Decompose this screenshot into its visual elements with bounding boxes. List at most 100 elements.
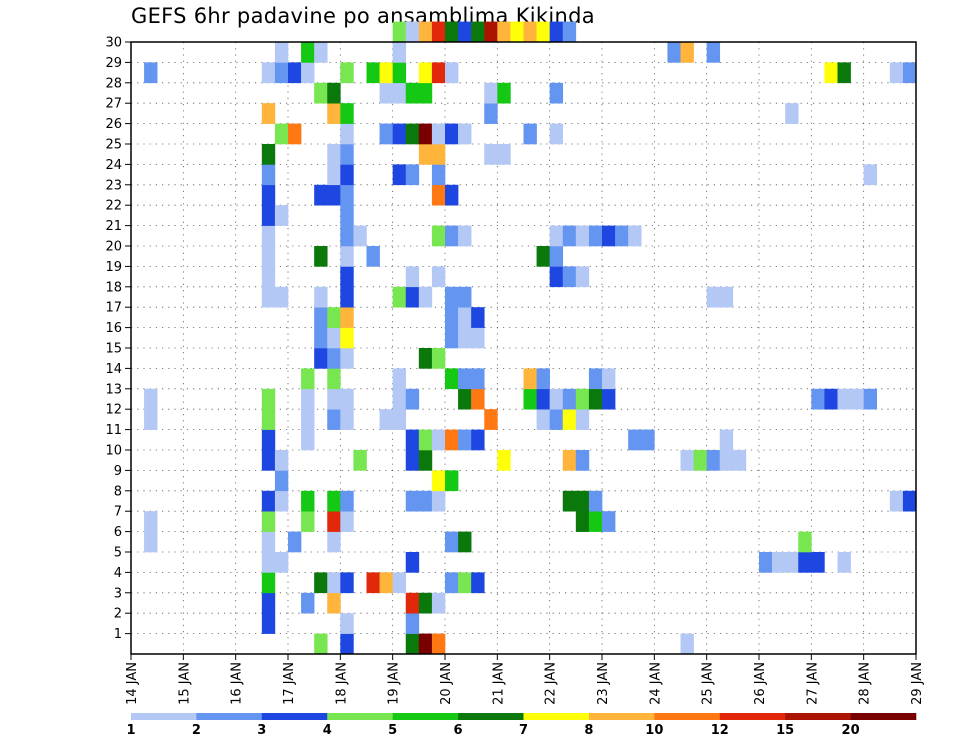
heatmap-cell	[458, 21, 472, 43]
y-tick-label: 10	[105, 444, 122, 459]
heatmap-cell	[431, 348, 446, 369]
heatmap-cell	[327, 592, 341, 614]
heatmap-cell	[327, 388, 341, 410]
heatmap-cell	[536, 368, 550, 390]
heatmap-cell	[628, 429, 642, 451]
heatmap-cell	[327, 164, 341, 186]
heatmap-cell	[418, 633, 433, 655]
heatmap-cell	[301, 490, 315, 512]
y-tick-label: 4	[114, 566, 122, 581]
heatmap-cell	[261, 62, 276, 84]
heatmap-cell	[431, 429, 446, 451]
heatmap-cell	[379, 62, 393, 84]
heatmap-cell	[274, 552, 289, 573]
heatmap-cell	[405, 450, 420, 471]
y-tick-label: 17	[105, 301, 122, 316]
heatmap-cell	[261, 450, 276, 471]
heatmap-cell	[680, 450, 694, 471]
heatmap-cell	[445, 327, 459, 349]
colorbar-swatch	[131, 713, 197, 720]
heatmap-cell	[431, 633, 446, 655]
heatmap-cell	[641, 429, 655, 451]
heatmap-cell	[471, 327, 485, 349]
heatmap-cell	[706, 286, 721, 308]
heatmap-cell	[602, 511, 616, 532]
x-tick-label: 14 JAN	[125, 662, 140, 705]
heatmap-cell	[261, 613, 276, 634]
heatmap-cell	[445, 531, 459, 553]
heatmap-cell	[523, 123, 537, 145]
heatmap-cell	[418, 21, 433, 43]
heatmap-cell	[392, 409, 407, 430]
colorbar-swatch	[785, 713, 851, 720]
heatmap-cell	[588, 225, 603, 247]
heatmap-cell	[431, 123, 446, 145]
heatmap-cell	[536, 409, 550, 430]
heatmap-cell	[327, 82, 341, 104]
heatmap-cell	[340, 613, 354, 634]
heatmap-cell	[889, 490, 904, 512]
y-tick-label: 6	[114, 525, 122, 540]
y-tick-label: 27	[105, 97, 122, 112]
colorbar-label: 4	[323, 723, 332, 738]
heatmap-cell	[340, 286, 354, 308]
heatmap-cell	[301, 62, 315, 84]
heatmap-cell	[405, 164, 420, 186]
heatmap-cell	[405, 388, 420, 410]
heatmap-cell	[392, 62, 407, 84]
heatmap-cell	[536, 388, 550, 410]
heatmap-cell	[562, 450, 577, 471]
heatmap-cell	[471, 572, 485, 594]
heatmap-cell	[706, 42, 721, 63]
heatmap-cell	[261, 103, 276, 124]
heatmap-cell	[340, 62, 354, 84]
heatmap-cell	[693, 450, 707, 471]
heatmap-cell	[431, 225, 446, 247]
colorbar-label: 6	[454, 723, 463, 738]
y-tick-label: 7	[114, 505, 122, 520]
heatmap-cell	[405, 429, 420, 451]
heatmap-cell	[340, 123, 354, 145]
heatmap-cell	[327, 184, 341, 206]
heatmap-cell	[549, 21, 564, 43]
heatmap-cell	[392, 388, 407, 410]
heatmap-cell	[445, 470, 459, 492]
heatmap-cell	[274, 286, 289, 308]
heatmap-cell	[510, 21, 524, 43]
y-tick-label: 21	[105, 219, 122, 234]
heatmap-cell	[405, 82, 420, 104]
heatmap-cell	[602, 225, 616, 247]
heatmap-cell	[274, 123, 289, 145]
heatmap-cell	[340, 144, 354, 165]
heatmap-cell	[418, 450, 433, 471]
heatmap-cell	[418, 286, 433, 308]
heatmap-cell	[615, 225, 629, 247]
heatmap-cell	[549, 225, 564, 247]
heatmap-cell	[418, 123, 433, 145]
colorbar-label: 3	[257, 723, 266, 738]
heatmap-cell	[288, 531, 302, 553]
heatmap-cell	[340, 164, 354, 186]
y-tick-label: 8	[114, 484, 122, 499]
heatmap-cell	[549, 409, 564, 430]
heatmap-cell	[458, 388, 472, 410]
heatmap-cell	[549, 246, 564, 267]
heatmap-cell	[418, 348, 433, 369]
heatmap-cell	[602, 388, 616, 410]
heatmap-cell	[261, 572, 276, 594]
heatmap-cell	[327, 144, 341, 165]
y-tick-label: 25	[105, 138, 122, 153]
heatmap-cell	[458, 123, 472, 145]
heatmap-cell	[405, 21, 420, 43]
colorbar-label: 8	[584, 723, 593, 738]
colorbar-swatch	[327, 713, 393, 720]
heatmap-cell	[458, 307, 472, 328]
heatmap-cell	[798, 531, 812, 553]
x-tick-label: 18 JAN	[334, 662, 349, 705]
heatmap-cell	[274, 450, 289, 471]
heatmap-cell	[353, 450, 367, 471]
heatmap-cell	[340, 327, 354, 349]
heatmap-cell	[392, 368, 407, 390]
heatmap-cell	[340, 348, 354, 369]
